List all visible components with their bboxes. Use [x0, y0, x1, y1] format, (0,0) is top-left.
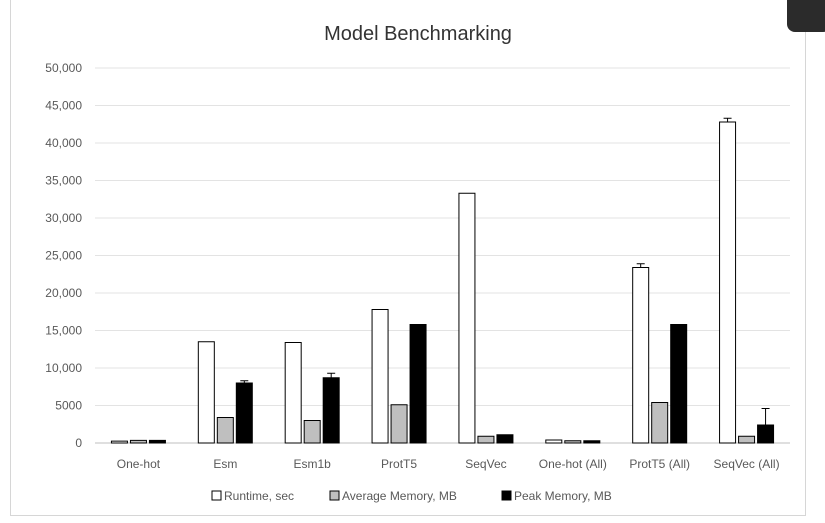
bar: [322, 377, 340, 444]
bar: [458, 192, 476, 444]
y-tick-label: 15,000: [45, 324, 82, 338]
y-tick-label: 40,000: [45, 136, 82, 150]
error-bar: [327, 372, 336, 378]
bar: [583, 440, 601, 444]
legend-label: Runtime, sec: [224, 489, 294, 503]
bar: [670, 324, 688, 444]
bar: [197, 341, 215, 444]
bar: [110, 440, 128, 444]
bar: [545, 439, 563, 444]
bar: [496, 434, 514, 444]
y-tick-label: 5000: [55, 399, 82, 413]
y-tick-label: 50,000: [45, 61, 82, 75]
y-tick-label: 10,000: [45, 361, 82, 375]
bar: [284, 342, 302, 444]
x-tick-label: Esm: [213, 457, 237, 471]
x-tick-label: ProtT5: [381, 457, 417, 471]
bar: [477, 435, 495, 444]
legend-swatch: [329, 490, 340, 501]
error-bar: [240, 380, 249, 383]
bar: [564, 440, 582, 444]
legend-swatch: [501, 490, 512, 501]
y-tick-label: 25,000: [45, 249, 82, 263]
y-axis-ticks: 0 5000 10,000 15,000 20,000 25,000 30,000 35,00…: [45, 61, 82, 450]
bar: [738, 435, 756, 444]
bar: [303, 420, 321, 444]
y-tick-label: 20,000: [45, 286, 82, 300]
x-tick-label: SeqVec (All): [714, 457, 780, 471]
legend-label: Peak Memory, MB: [514, 489, 612, 503]
bar: [651, 402, 669, 444]
x-tick-label: SeqVec: [465, 457, 506, 471]
x-tick-label: One-hot (All): [539, 457, 607, 471]
error-bar: [723, 117, 732, 122]
bar: [148, 439, 166, 444]
error-bar: [636, 263, 645, 268]
y-tick-label: 35,000: [45, 174, 82, 188]
bar: [409, 324, 427, 444]
legend-label: Average Memory, MB: [342, 489, 457, 503]
legend-swatch: [211, 490, 222, 501]
bar-layer: [110, 117, 775, 444]
bar: [390, 404, 408, 444]
legend-item: Average Memory, MB: [329, 489, 457, 503]
legend-item: Peak Memory, MB: [501, 489, 612, 503]
x-tick-label: One-hot: [117, 457, 161, 471]
x-tick-label: Esm1b: [294, 457, 332, 471]
bar: [757, 424, 775, 444]
chart-title: Model Benchmarking: [324, 23, 512, 45]
bar: [216, 417, 234, 444]
legend: Runtime, sec Average Memory, MB Peak Memor…: [211, 489, 612, 503]
bar: [129, 439, 147, 444]
expand-icon[interactable]: [787, 0, 825, 32]
x-axis-ticks: One-hot Esm Esm1b ProtT5 SeqVec One-hot (All)…: [117, 457, 780, 471]
bar: [719, 121, 737, 444]
y-tick-label: 45,000: [45, 99, 82, 113]
x-tick-label: ProtT5 (All): [629, 457, 690, 471]
error-bar: [761, 408, 770, 425]
bar: [235, 382, 253, 444]
bar: [632, 267, 650, 444]
bar: [371, 309, 389, 444]
y-tick-label: 0: [75, 436, 82, 450]
y-tick-label: 30,000: [45, 211, 82, 225]
legend-item: Runtime, sec: [211, 489, 294, 503]
